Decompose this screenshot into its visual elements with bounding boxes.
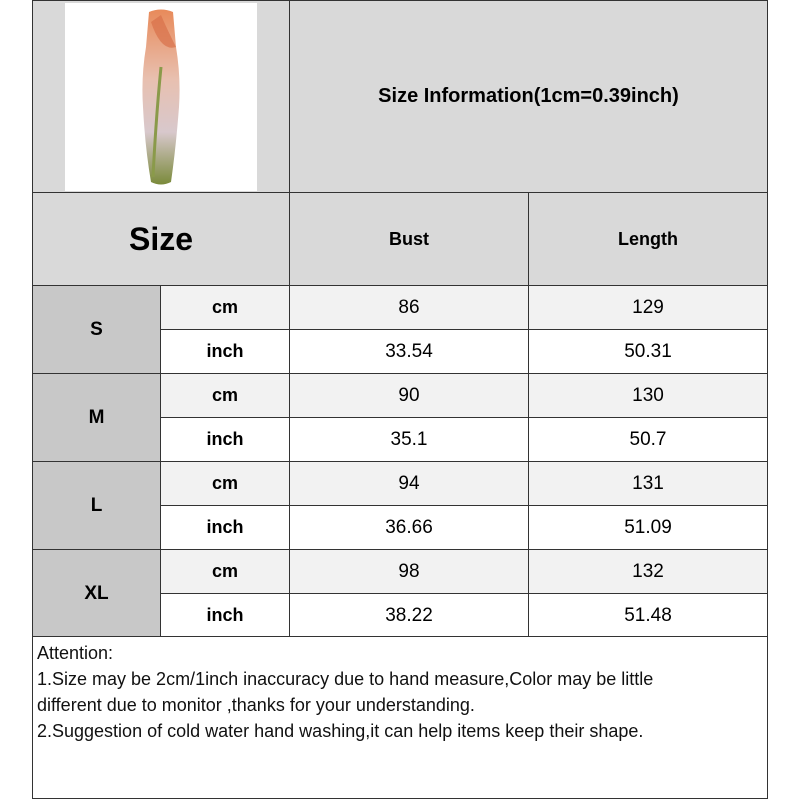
unit-cell-cm: cm [160,549,290,594]
size-header-text: Size [128,220,194,257]
unit-text: cm [211,561,238,581]
length-value-text: 51.48 [624,604,672,626]
size-info-title: Size Information(1cm=0.39inch) [289,0,768,193]
length-value: 51.48 [528,593,768,638]
size-label-3: XL [32,549,161,638]
dress-photo-icon [142,9,180,184]
bust-value-text: 94 [398,472,420,494]
bust-value-text: 90 [398,384,420,406]
length-value: 132 [528,549,768,594]
unit-text: inch [206,429,244,449]
bust-value: 36.66 [289,505,529,550]
attention-line: 1.Size may be 2cm/1inch inaccuracy due t… [37,669,654,689]
unit-cell-cm: cm [160,285,290,330]
size-header: Size [32,192,290,286]
size-label-text: L [90,494,103,516]
product-image-cell [32,0,290,193]
length-value: 131 [528,461,768,506]
unit-text: cm [211,385,238,405]
attention-heading: Attention: [37,643,114,663]
attention-line: 2.Suggestion of cold water hand washing,… [37,721,644,741]
bust-value: 38.22 [289,593,529,638]
length-header-text: Length [618,228,678,249]
bust-value-text: 36.66 [385,516,433,538]
length-value-text: 51.09 [624,516,672,538]
length-value-text: 132 [632,560,664,582]
length-value-text: 50.31 [624,340,672,362]
bust-value-text: 38.22 [385,604,433,626]
bust-value-text: 33.54 [385,340,433,362]
unit-text: cm [211,473,238,493]
length-header: Length [528,192,768,286]
attention-notes: Attention: 1.Size may be 2cm/1inch inacc… [32,636,768,799]
length-value-text: 130 [632,384,664,406]
size-label-1: M [32,373,161,462]
size-label-2: L [32,461,161,550]
bust-value-text: 35.1 [390,428,428,450]
bust-value-text: 98 [398,560,420,582]
attention-line: different due to monitor ,thanks for you… [37,695,475,715]
unit-cell-inch: inch [160,593,290,638]
bust-value: 33.54 [289,329,529,374]
length-value: 129 [528,285,768,330]
bust-value-text: 86 [398,296,420,318]
length-value: 51.09 [528,505,768,550]
unit-text: inch [206,341,244,361]
unit-text: inch [206,517,244,537]
unit-cell-inch: inch [160,417,290,462]
unit-cell-cm: cm [160,461,290,506]
bust-value: 98 [289,549,529,594]
size-label-text: XL [84,582,109,604]
bust-value: 94 [289,461,529,506]
title-text: Size Information(1cm=0.39inch) [378,85,679,107]
length-value: 50.7 [528,417,768,462]
bust-value: 86 [289,285,529,330]
product-image [65,2,257,191]
unit-text: cm [211,297,238,317]
unit-cell-inch: inch [160,505,290,550]
length-value-text: 129 [632,296,664,318]
length-value: 130 [528,373,768,418]
length-value-text: 131 [632,472,664,494]
bust-value: 35.1 [289,417,529,462]
length-value-text: 50.7 [629,428,667,450]
size-label-text: M [88,406,105,428]
unit-text: inch [206,605,244,625]
size-label-0: S [32,285,161,374]
unit-cell-inch: inch [160,329,290,374]
bust-value: 90 [289,373,529,418]
length-value: 50.31 [528,329,768,374]
bust-header: Bust [289,192,529,286]
size-label-text: S [90,318,103,340]
unit-cell-cm: cm [160,373,290,418]
bust-header-text: Bust [389,228,429,249]
